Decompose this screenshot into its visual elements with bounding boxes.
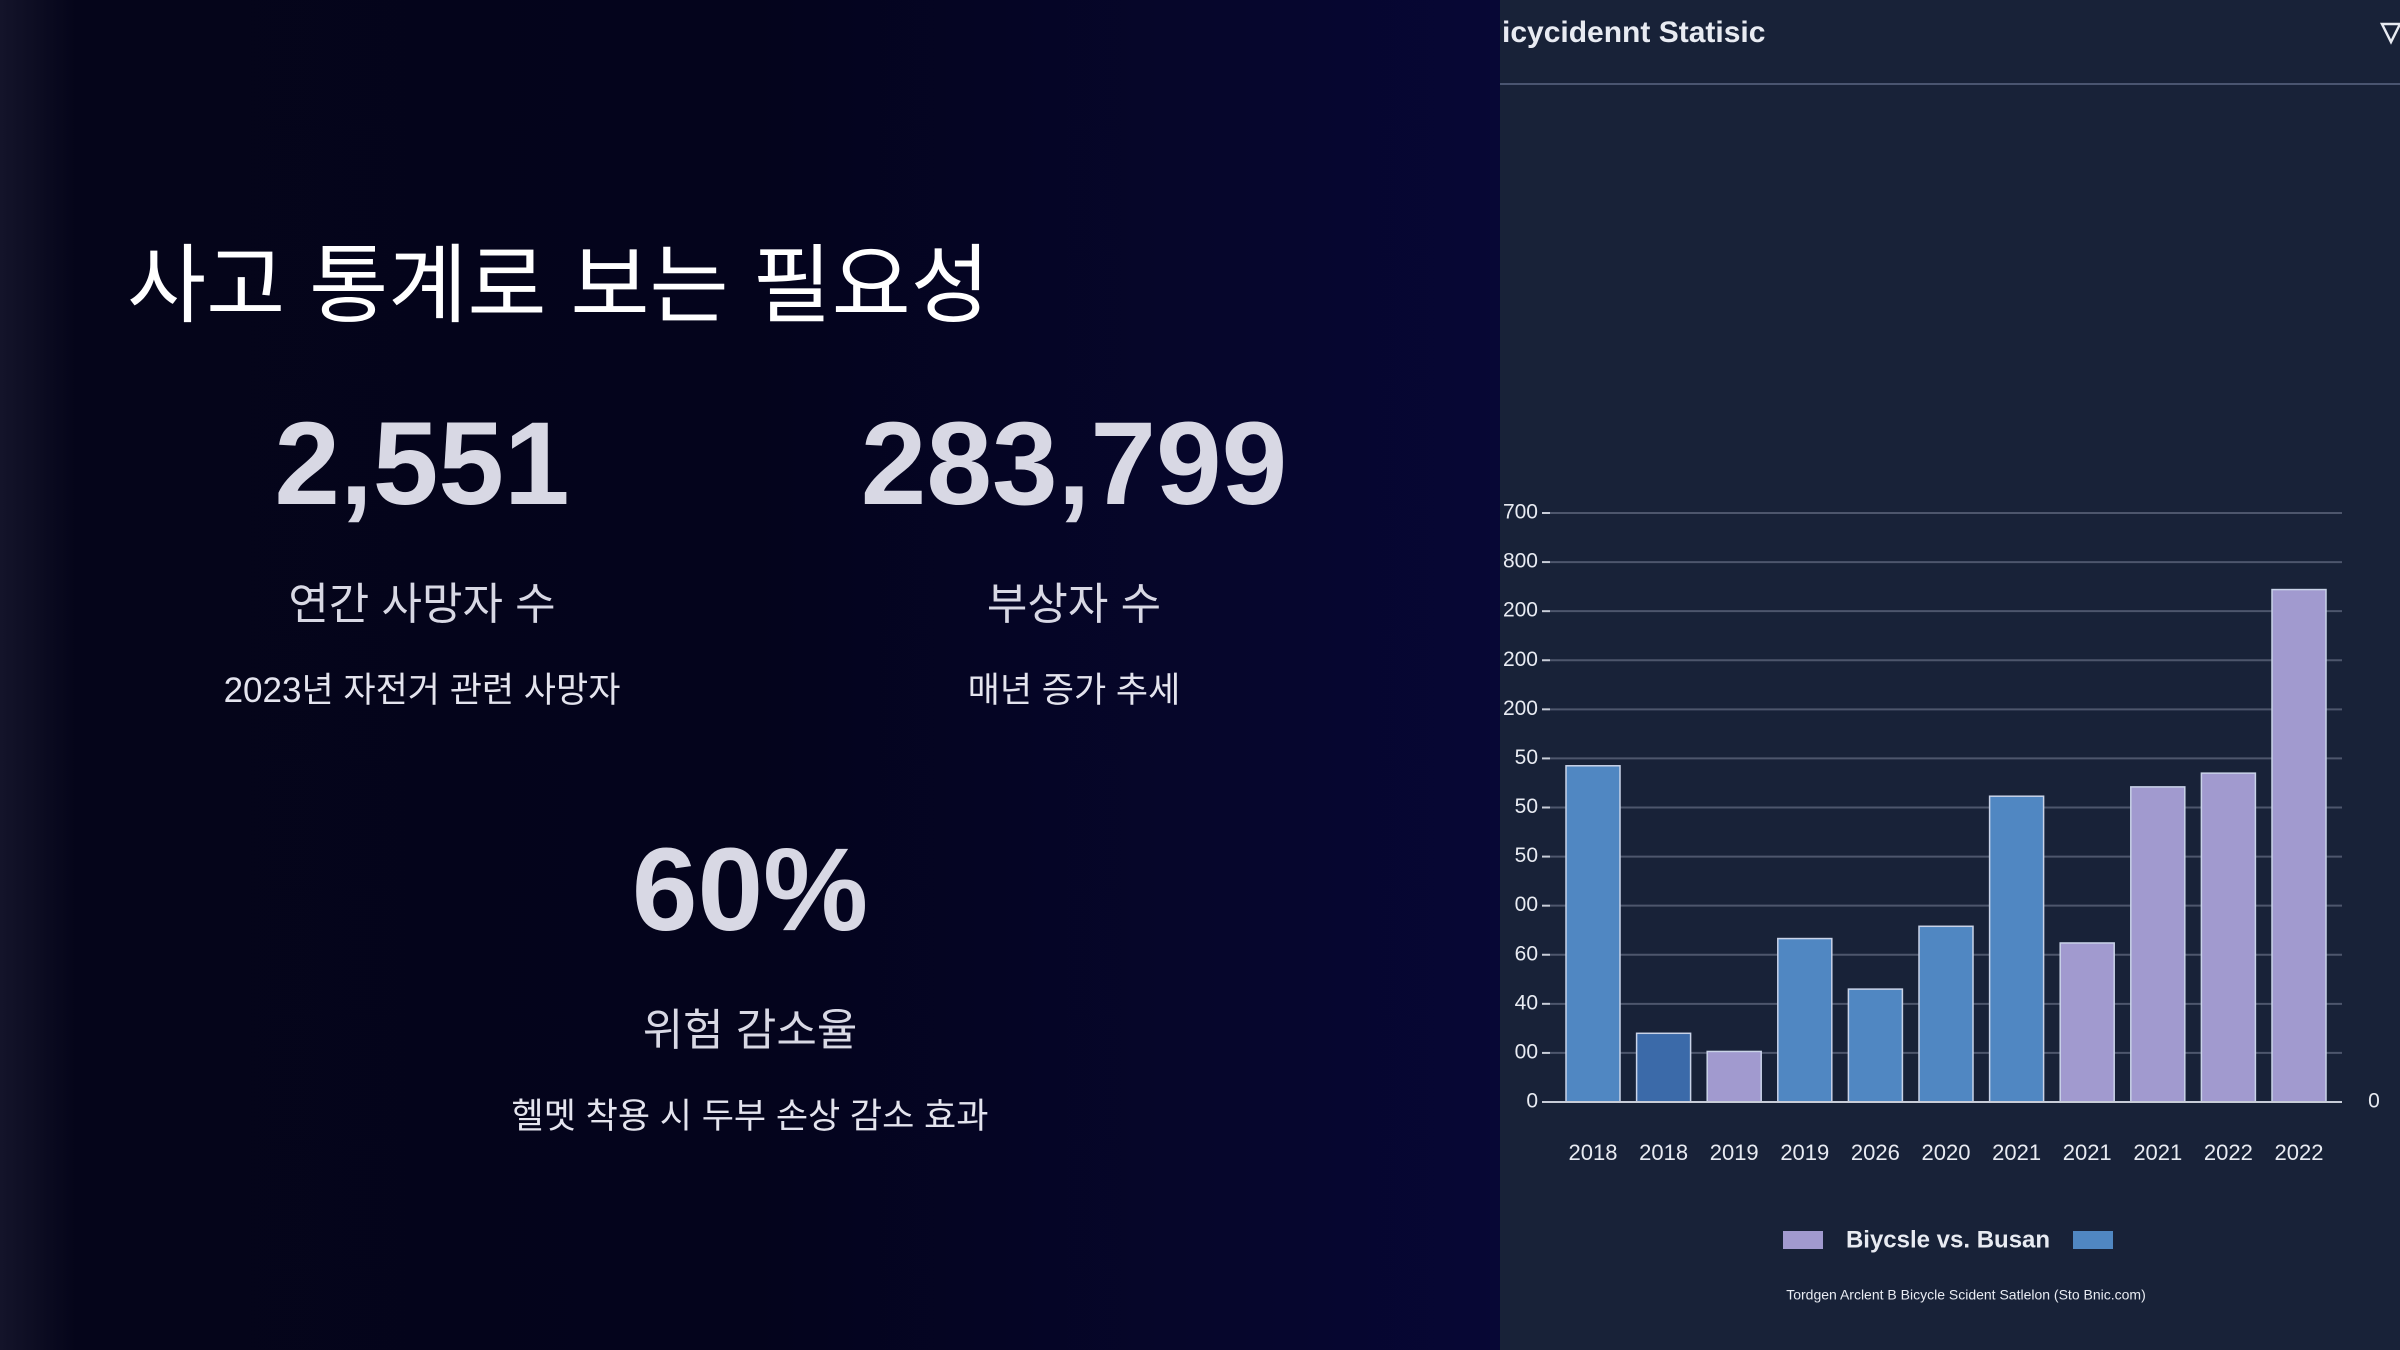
y-tick-label: 200 [1503, 648, 1538, 671]
bar [1988, 795, 2045, 1103]
y-tick-label: 50 [1515, 795, 1538, 818]
x-tick-label: 2022 [2204, 1140, 2253, 1165]
stat-note: 헬멧 착용 시 두부 손상 감소 효과 [511, 1097, 989, 1136]
y-tick-label: 50 [1515, 844, 1538, 867]
stats-panel: 사고 통계로 보는 필요성 2,551 연간 사망자 수 2023년 자전거 관… [0, 0, 1500, 1350]
stat-note: 매년 증가 추세 [967, 671, 1181, 710]
y-tick-label: 700 [1503, 501, 1538, 524]
x-tick-label: 2026 [1851, 1140, 1900, 1165]
dropdown-icon[interactable] [2379, 22, 2400, 45]
y2-tick-label: 0 [2368, 1090, 2380, 1113]
chart-background [1500, 0, 2400, 1350]
legend-swatch [2073, 1231, 2113, 1249]
x-tick-label: 2021 [2133, 1140, 2182, 1165]
y-tick-label: 200 [1503, 697, 1538, 720]
x-tick-label: 2021 [1992, 1140, 2041, 1165]
bar [1565, 765, 1621, 1103]
y-tick-label: 50 [1515, 746, 1538, 769]
y-tick-label: 00 [1515, 1040, 1538, 1063]
bar [2059, 942, 2115, 1103]
bar [1918, 925, 1974, 1103]
stat-label: 연간 사망자 수 [288, 580, 556, 629]
slide-title: 사고 통계로 보는 필요성 [127, 238, 990, 334]
x-tick-label: 2020 [1922, 1140, 1971, 1165]
x-tick-label: 2018 [1569, 1140, 1618, 1165]
stat-label: 위험 감소율 [642, 1006, 858, 1055]
chart-title: icycidennt Statisic [1502, 16, 1765, 49]
stat-value: 60% [631, 824, 869, 956]
stat-label: 부상자 수 [986, 580, 1162, 629]
legend-swatch [1783, 1231, 1823, 1249]
y-tick-label: 60 [1515, 942, 1538, 965]
y-tick-label: 40 [1515, 991, 1538, 1014]
bar [1706, 1050, 1762, 1103]
stat: 2,551 연간 사망자 수 2023년 자전거 관련 사망자 [72, 405, 772, 713]
stat: 60% 위험 감소율 헬멧 착용 시 두부 손상 감소 효과 [400, 831, 1100, 1139]
bar [2130, 786, 2186, 1103]
y-tick-label: 200 [1503, 599, 1538, 622]
y-tick-label: 800 [1503, 550, 1538, 573]
y-tick-label: 0 [1526, 1090, 1538, 1113]
chart-source: Tordgen Arclent B Bicycle Scident Satlel… [1786, 1287, 2146, 1303]
stat-note: 2023년 자전거 관련 사망자 [223, 671, 621, 710]
x-tick-label: 2019 [1710, 1140, 1759, 1165]
bar [2200, 772, 2257, 1103]
bar [2271, 588, 2327, 1103]
x-tick-label: 2021 [2063, 1140, 2112, 1165]
stat: 283,799 부상자 수 매년 증가 추세 [724, 405, 1424, 713]
bar [1777, 937, 1833, 1103]
stat-value: 2,551 [274, 398, 570, 530]
bar [1635, 1032, 1692, 1103]
chart: icycidennt Statisic 00040600050505020020… [1500, 0, 2400, 1350]
x-tick-label: 2018 [1639, 1140, 1688, 1165]
legend-label: Biycsle vs. Busan [1846, 1226, 2050, 1253]
x-tick-label: 2019 [1780, 1140, 1829, 1165]
y-tick-label: 00 [1515, 893, 1538, 916]
x-tick-label: 2022 [2275, 1140, 2324, 1165]
bar [1847, 988, 1904, 1103]
stat-value: 283,799 [860, 398, 1288, 530]
